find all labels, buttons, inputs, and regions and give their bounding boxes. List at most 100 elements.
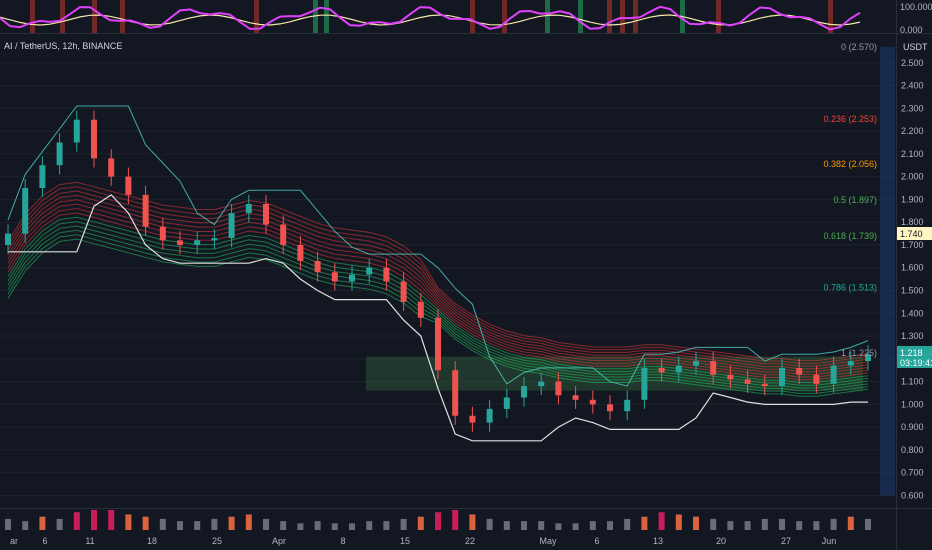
osc-signal-bar (313, 0, 318, 33)
volume-bar (194, 521, 201, 530)
candle-body (39, 165, 46, 189)
symbol-title: AI / TetherUS, 12h, BINANCE (4, 41, 122, 51)
price-tick-label: 0.700 (901, 468, 924, 478)
candle-body (314, 260, 321, 273)
price-tick-label: 0.600 (901, 490, 924, 500)
volume-bar (693, 516, 699, 530)
candle-body (297, 244, 304, 261)
osc-signal-bar (254, 0, 259, 33)
ribbon-line-13 (7, 181, 869, 362)
price-tick-label: 1.900 (901, 194, 924, 204)
volume-bar (830, 518, 837, 530)
candle-body (675, 365, 682, 373)
volume-bar (417, 516, 424, 530)
volume-bar (503, 521, 510, 530)
candle-body (228, 213, 235, 239)
candle-body (830, 365, 837, 384)
osc-signal-bar (716, 0, 721, 33)
osc-signal-bar (607, 0, 612, 33)
volume-bar (641, 516, 648, 530)
trailing-stop-high (7, 105, 869, 387)
candle-body (73, 119, 80, 143)
candle-body (400, 281, 407, 302)
volume-bar (5, 518, 11, 530)
volume-bar (125, 514, 132, 530)
price-tick-label: 1.100 (901, 377, 924, 387)
date-tick-label: 27 (781, 536, 791, 546)
date-tick-label: 22 (465, 536, 475, 546)
volume-pane (5, 510, 871, 530)
candle-body (452, 370, 459, 416)
volume-bar (73, 512, 80, 530)
candle-body (589, 399, 596, 405)
volume-bar (22, 521, 29, 530)
last-price: 1.218 (900, 348, 923, 358)
volume-bar (39, 516, 46, 530)
fib-level-label: 0.786 (1.513) (823, 283, 877, 293)
candle-body (366, 267, 373, 275)
volume-bar (589, 521, 596, 530)
volume-bar (211, 518, 218, 530)
volume-bar (538, 521, 545, 530)
ribbon-line-8 (7, 203, 869, 375)
candle-body (503, 397, 510, 409)
candle-body (779, 367, 785, 387)
candle-body (159, 226, 166, 241)
candles (5, 110, 871, 432)
candle-body (108, 158, 115, 177)
candle-body (177, 240, 183, 245)
currency-label[interactable]: USDT (903, 42, 928, 52)
candle-body (125, 176, 132, 195)
ma-ribbon (7, 181, 869, 397)
osc-signal-bar (92, 0, 97, 33)
price-tick-label: 1.500 (901, 285, 924, 295)
ribbon-line-11 (7, 190, 869, 367)
fib-level-label: 0.618 (1.739) (823, 231, 877, 241)
price-tick-label: 2.000 (901, 172, 924, 182)
price-tick-label: 1.700 (901, 240, 924, 250)
candle-body (194, 240, 201, 245)
volume-bar (280, 521, 287, 530)
volume-bar (710, 518, 717, 530)
candle-body (486, 408, 493, 423)
volume-bar (658, 512, 665, 530)
price-tick-label: 2.500 (901, 58, 924, 68)
volume-bar (56, 518, 63, 530)
date-tick-label: 8 (340, 536, 345, 546)
cursor-price: 1.740 (900, 229, 923, 239)
volume-bar (813, 521, 820, 530)
bar-countdown: 03:19:41 (900, 358, 932, 368)
volume-bar (555, 523, 562, 530)
candle-body (727, 374, 734, 380)
volume-bar (572, 523, 579, 530)
volume-bar (108, 510, 115, 530)
date-tick-label: Jun (822, 536, 837, 546)
candle-body (5, 233, 11, 245)
volume-bar (847, 516, 854, 530)
volume-bar (245, 514, 252, 530)
volume-bar (383, 521, 390, 530)
volume-bar (314, 521, 321, 530)
volume-bar (297, 523, 304, 530)
date-tick-label: 25 (212, 536, 222, 546)
osc-signal-bar (470, 0, 475, 33)
ribbon-line-7 (7, 207, 869, 378)
date-tick-label: 11 (85, 536, 94, 546)
osc-signal-bar (120, 0, 125, 33)
candle-body (435, 317, 441, 371)
candle-body (847, 361, 854, 366)
last-price-badge (897, 346, 932, 368)
candle-body (349, 274, 355, 282)
candle-body (521, 386, 527, 398)
volume-bar (400, 518, 407, 530)
trailing-stop-low (8, 194, 868, 442)
candle-body (417, 301, 424, 318)
date-tick-label: 20 (716, 536, 726, 546)
osc-signal-bar (324, 0, 329, 33)
price-tick-label: 2.400 (901, 81, 924, 91)
candle-body (693, 361, 699, 366)
volume-bar (727, 521, 734, 530)
fib-scale-bar (880, 46, 895, 496)
